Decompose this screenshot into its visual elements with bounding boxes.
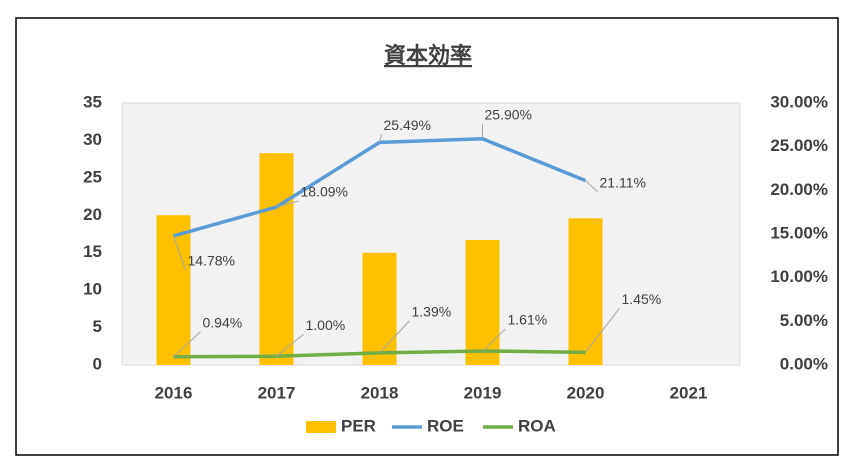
data-label: 0.94% (203, 314, 243, 330)
data-label: 18.09% (301, 184, 348, 200)
y-tick-label: 15 (83, 242, 102, 261)
leader-line (585, 180, 598, 193)
leader-line (379, 320, 410, 354)
bar (156, 215, 191, 365)
y2-tick-label: 15.00% (770, 223, 828, 242)
chart-title: 資本効率 (384, 43, 472, 69)
plot-area (121, 102, 741, 366)
data-label: 25.90% (485, 107, 532, 123)
legend-label: PER (341, 416, 376, 435)
data-label: 1.00% (306, 317, 346, 333)
legend-label: ROE (427, 416, 464, 435)
y2-tick-label: 20.00% (770, 180, 828, 199)
bar (259, 153, 294, 365)
leader-line (173, 331, 201, 358)
leader-line (173, 235, 186, 271)
y-tick-label: 0 (93, 354, 102, 373)
x-tick-label: 2019 (464, 383, 502, 402)
x-tick-label: 2017 (258, 383, 296, 402)
bar (465, 239, 500, 365)
y-tick-label: 10 (83, 280, 102, 299)
data-label: 1.45% (622, 291, 662, 307)
data-label: 25.49% (384, 117, 431, 133)
x-tick-label: 2020 (567, 383, 605, 402)
leader-line (276, 200, 299, 208)
leader-line (585, 308, 620, 353)
data-label: 21.11% (600, 174, 646, 190)
data-label: 1.61% (508, 312, 548, 328)
leader-line (276, 333, 304, 357)
y2-tick-label: 25.00% (770, 136, 828, 155)
y2-tick-label: 5.00% (780, 311, 828, 330)
x-tick-label: 2016 (155, 383, 193, 402)
legend-label: ROA (518, 416, 556, 435)
y-tick-label: 5 (93, 317, 102, 336)
y2-tick-label: 0.00% (780, 354, 828, 373)
leader-line (482, 328, 506, 352)
y2-tick-label: 10.00% (770, 267, 828, 286)
data-label: 1.39% (412, 304, 452, 320)
data-label: 14.78% (188, 253, 235, 269)
y-tick-label: 20 (83, 205, 102, 224)
x-tick-label: 2018 (361, 383, 399, 402)
legend-swatch (306, 421, 336, 433)
leader-line (379, 134, 382, 143)
y-tick-label: 25 (83, 167, 102, 186)
line (173, 349, 586, 359)
y-tick-label: 35 (83, 92, 102, 111)
x-tick-label: 2021 (670, 383, 708, 402)
bar (568, 218, 603, 365)
y-tick-label: 30 (83, 130, 102, 149)
bar (362, 252, 397, 365)
y2-tick-label: 30.00% (770, 92, 828, 111)
